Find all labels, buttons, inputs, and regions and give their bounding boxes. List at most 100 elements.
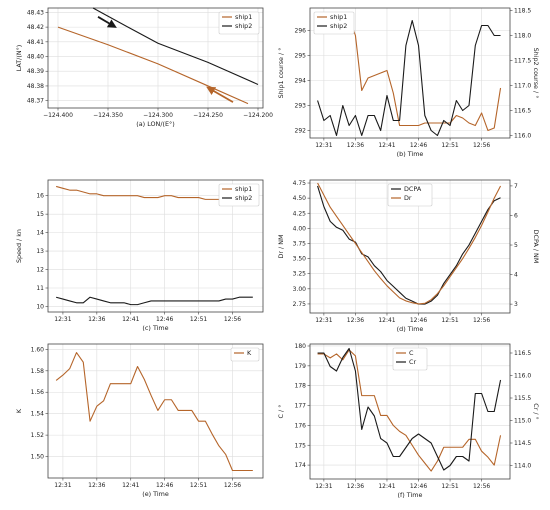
x-tick-label: 12:56: [473, 483, 490, 490]
x-tick-label: 12:31: [54, 316, 71, 323]
y-right-tick-label: 3: [514, 301, 518, 308]
plot-frame: [47, 179, 264, 313]
y-axis-label: Ship1 course / °: [277, 48, 285, 99]
y-tick-label: 48.37: [27, 98, 44, 105]
legend-label: ship2: [235, 194, 252, 202]
y-right-tick-label: 118.0: [514, 33, 531, 40]
panel-b: 12:31 12:36 12:41 12:46 12:51 12:56 292 293 294 2…: [277, 8, 540, 159]
y-tick-label: 176: [295, 422, 307, 429]
y-right-tick-label: 116.0: [514, 133, 531, 140]
legend-label: Dr: [404, 194, 412, 202]
y-tick-label: 4.00: [293, 225, 307, 232]
direction-arrow-brown: [206, 86, 234, 103]
y-right-tick-label: 114.5: [514, 440, 531, 447]
y-right-tick-label: 116.5: [514, 350, 531, 357]
x-tick-label: 12:46: [410, 317, 427, 324]
panel-e: 12:31 12:36 12:41 12:46 12:51 12:56 1.50 1.52 1.…: [15, 343, 264, 498]
y-right-tick-label: 115.0: [514, 418, 531, 425]
legend-label: ship1: [235, 13, 252, 21]
y-right-tick-label: 5: [514, 242, 518, 249]
x-tick-label: 12:36: [347, 142, 364, 149]
y-right-tick-label: 118.5: [514, 8, 531, 15]
x-tick-label: 12:41: [378, 483, 395, 490]
y-tick-label: 48.43: [27, 9, 44, 16]
y-axis-label: C / °: [277, 405, 285, 419]
y-tick-label: 1.56: [31, 389, 45, 396]
x-tick-label: 12:36: [347, 483, 364, 490]
panel-caption: (d) Time: [397, 325, 424, 333]
y-tick-label: 1.54: [31, 411, 45, 418]
x-tick-label: 12:51: [190, 482, 207, 489]
y-tick-label: 179: [295, 363, 307, 370]
x-tick-label: 12:31: [315, 142, 332, 149]
series-line-c: [317, 349, 502, 472]
y-tick-label: 180: [295, 343, 307, 350]
legend: CCr: [392, 347, 428, 371]
y-axis-label: LAT/(N°): [15, 45, 23, 72]
x-tick-label: 12:36: [88, 482, 105, 489]
x-tick-label: 12:56: [473, 142, 490, 149]
y-right-axis-label: Ship2 course / °: [532, 48, 540, 99]
panel-f: 12:31 12:36 12:41 12:46 12:51 12:56 174 175 176 1…: [277, 343, 540, 499]
panel-caption: (f) Time: [398, 491, 423, 499]
panel-d: 12:31 12:36 12:41 12:46 12:51 12:56 2.75 3.00 3.…: [277, 179, 540, 333]
legend-label: Cr: [409, 358, 416, 366]
x-tick-label: 12:56: [224, 482, 241, 489]
y-right-tick-label: 7: [514, 183, 518, 190]
x-tick-label: −124.300: [143, 112, 173, 119]
panel-caption: (c) Time: [142, 324, 168, 332]
y-tick-label: 13: [36, 248, 44, 255]
y-tick-label: 2.75: [293, 301, 307, 308]
y-tick-label: 1.52: [31, 432, 45, 439]
y-tick-label: 4.75: [293, 180, 307, 187]
x-tick-label: 12:31: [54, 482, 71, 489]
y-tick-label: 177: [295, 403, 307, 410]
plot-frame: [47, 7, 264, 109]
legend-label: ship2: [330, 22, 347, 30]
y-tick-label: 3.25: [293, 271, 307, 278]
legend-label: K: [247, 349, 252, 357]
y-right-tick-label: 114.0: [514, 463, 531, 470]
plot-frame: [309, 179, 511, 314]
panel-caption: (e) Time: [142, 490, 169, 498]
x-tick-label: 12:31: [315, 483, 332, 490]
x-tick-label: 12:51: [441, 142, 458, 149]
y-tick-label: 3.75: [293, 240, 307, 247]
direction-arrow-black: [97, 16, 117, 28]
series-line-cr: [317, 347, 502, 471]
x-tick-label: 12:46: [410, 483, 427, 490]
x-tick-label: −124.400: [43, 112, 73, 119]
legend-label: ship1: [235, 185, 252, 193]
y-tick-label: 178: [295, 383, 307, 390]
legend: K: [230, 347, 260, 362]
x-tick-label: 12:41: [378, 317, 395, 324]
x-tick-label: 12:51: [441, 317, 458, 324]
y-tick-label: 48.42: [27, 24, 44, 31]
series-line-k: [55, 352, 253, 472]
y-tick-label: 48.40: [27, 54, 44, 61]
x-tick-label: 12:31: [315, 317, 332, 324]
y-axis-label: Speed / kn: [15, 229, 23, 263]
y-right-tick-label: 6: [514, 212, 518, 219]
y-tick-label: 292: [295, 128, 307, 135]
x-tick-label: −124.200: [243, 112, 273, 119]
y-tick-label: 48.38: [27, 83, 44, 90]
y-tick-label: 4.25: [293, 210, 307, 217]
x-tick-label: 12:41: [122, 316, 139, 323]
y-right-axis-label: DCPA / NM: [532, 230, 540, 264]
y-tick-label: 4.50: [293, 195, 307, 202]
x-tick-label: 12:51: [441, 483, 458, 490]
legend-box: [230, 347, 260, 362]
x-tick-label: 12:51: [190, 316, 207, 323]
y-tick-label: 293: [295, 103, 307, 110]
x-tick-label: 12:46: [156, 316, 173, 323]
plot-frame: [309, 7, 511, 139]
series-line-dcpa: [317, 185, 501, 305]
y-tick-label: 294: [295, 78, 307, 85]
x-tick-label: 12:56: [473, 317, 490, 324]
y-tick-label: 16: [36, 193, 44, 200]
x-tick-label: 12:46: [156, 482, 173, 489]
